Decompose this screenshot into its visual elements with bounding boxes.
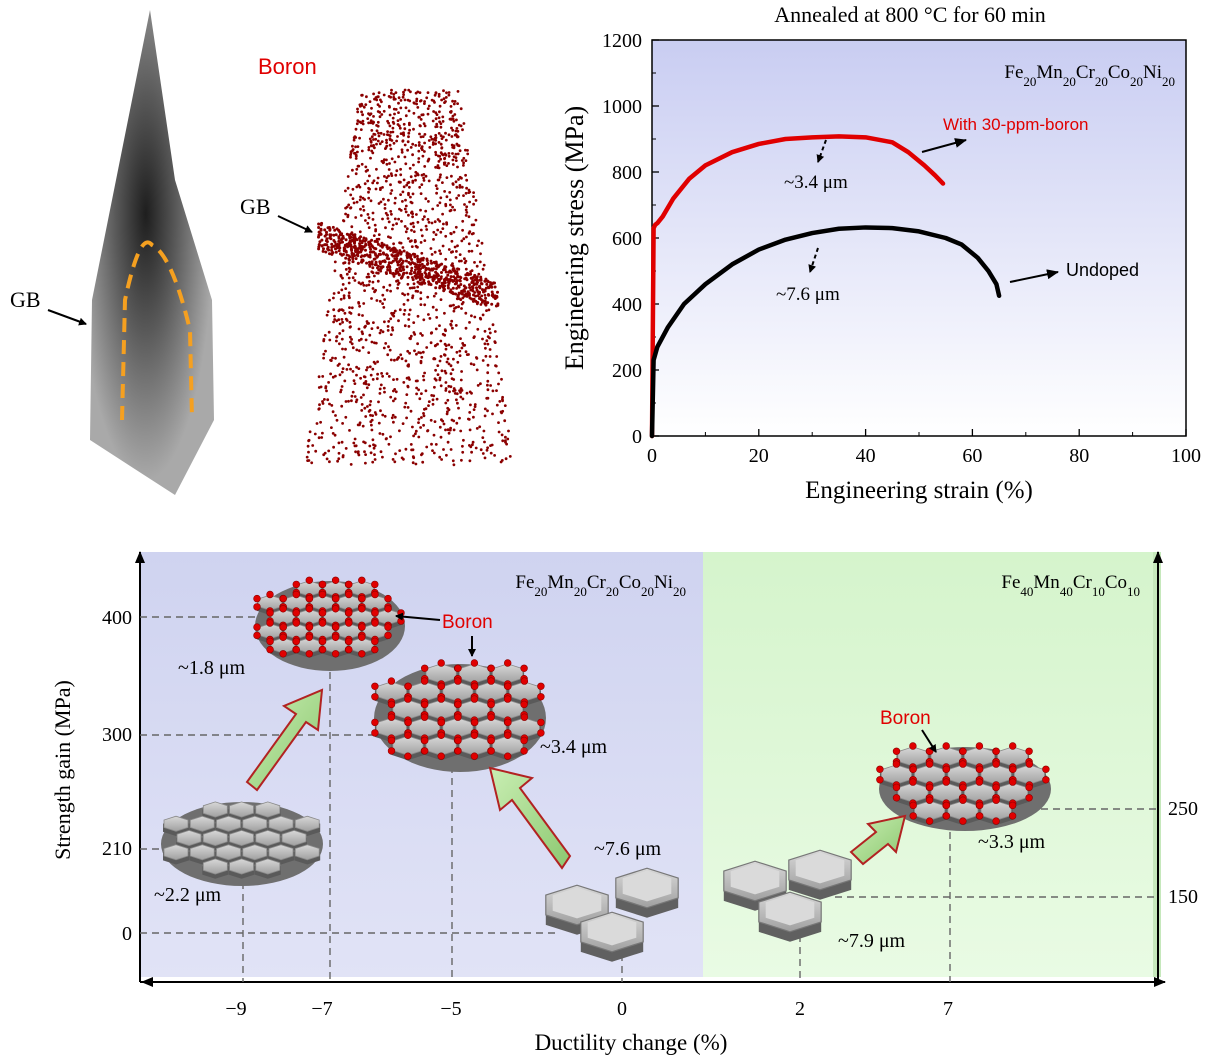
grain-boundary-dashed-curve (120, 240, 194, 421)
y-tick-label: 0 (632, 426, 642, 448)
chart-title: Annealed at 800 °C for 60 min (774, 2, 1046, 27)
alloy-label-left-panel: Fe20Mn20Cr20Co20Ni20 (515, 572, 686, 599)
boron-series-label: With 30-ppm-boron (943, 115, 1089, 134)
undoped-curve (649, 225, 1002, 439)
gb-arrow-left (47, 309, 87, 326)
x-tick-label: 20 (749, 445, 769, 467)
grain-size-2-2: ~2.2 μm (154, 884, 222, 906)
boron-callout-arrow-left (395, 612, 441, 621)
grain-size-3-3: ~3.3 μm (978, 831, 1046, 853)
plot-area (651, 39, 1187, 437)
grain-size-3-4: ~3.4 μm (540, 736, 608, 758)
grain-size-7-9: ~7.9 μm (838, 930, 906, 952)
bottom-axis-ticks: −9 −7 −5 0 2 7 0 210 300 400 150 250 (102, 607, 1198, 1020)
undoped-grain-size: ~7.6 μm (776, 284, 840, 305)
bottom-y-tick-label-right: 250 (1168, 798, 1198, 820)
green-arrow-icon (245, 688, 324, 792)
x-tick-label: 60 (962, 445, 982, 467)
x-tick-label: 0 (647, 445, 657, 467)
bottom-y-axis-label: Strength gain (MPa) (50, 680, 75, 860)
chart-series (649, 134, 1002, 439)
strength-ductility-map: −9 −7 −5 0 2 7 0 210 300 400 150 250 Strength gain … (50, 551, 1198, 1055)
cluster-2-2um (161, 801, 323, 886)
x-tick-label: 100 (1171, 445, 1201, 467)
boron-callout-right: Boron (880, 708, 931, 729)
y-tick-label: 600 (612, 228, 642, 250)
bottom-x-tick-label: −7 (311, 998, 332, 1020)
x-tick-label: 40 (856, 445, 876, 467)
gb-label-left: GB (10, 287, 41, 312)
alloy-label-right-panel: Fe40Mn40Cr10Co10 (1001, 572, 1140, 599)
grain-size-1-8: ~1.8 μm (178, 657, 246, 679)
x-axis-label: Engineering strain (%) (805, 477, 1033, 504)
grain-clusters (161, 576, 1051, 962)
bottom-x-tick-label: −9 (225, 998, 246, 1020)
y-tick-label: 800 (612, 162, 642, 184)
y-tick-label: 1200 (602, 30, 642, 52)
y-tick-label: 200 (612, 360, 642, 382)
boron-grain-arrow (816, 139, 827, 163)
boron-atom-dots (305, 88, 512, 467)
alloy-label-top: Fe20Mn20Cr20Co20Ni20 (1004, 62, 1175, 89)
bottom-x-tick-label: 7 (943, 998, 953, 1020)
boron-series-arrow (921, 138, 967, 153)
x-tick-label: 80 (1069, 445, 1089, 467)
stress-strain-chart: Annealed at 800 °C for 60 min 0 20 40 60 80 1… (560, 2, 1201, 504)
y-tick-label: 400 (612, 294, 642, 316)
cluster-1-8um-boron (253, 576, 405, 671)
boron-callout-arrow-right (921, 729, 937, 753)
green-arrow-icon (849, 814, 907, 866)
bottom-x-tick-label: −5 (440, 998, 461, 1020)
bottom-y-tick-label: 300 (102, 724, 132, 746)
boron-grain-size: ~3.4 μm (784, 172, 848, 193)
boron-atom-map: Boron GB (240, 54, 512, 467)
undoped-series-label: Undoped (1066, 260, 1139, 280)
bottom-y-tick-label: 210 (102, 838, 132, 860)
coarse-grain-7-6um (615, 867, 679, 918)
boron-callout-left: Boron (442, 612, 493, 633)
grain-size-7-6: ~7.6 μm (594, 838, 662, 860)
coarse-grain-7-6um (545, 884, 609, 935)
bottom-y-tick-label-right: 150 (1168, 886, 1198, 908)
boron-map-label: Boron (258, 54, 317, 79)
cluster-3-3um-boron (876, 742, 1051, 831)
gb-label-right: GB (240, 194, 271, 219)
green-arrow-icon (488, 766, 572, 870)
bottom-x-axis-label: Ductility change (%) (535, 1030, 728, 1055)
undoped-series-arrow (1009, 269, 1059, 283)
bottom-x-tick-label: 2 (795, 998, 805, 1020)
apt-tip-reconstruction: GB (10, 10, 214, 495)
coarse-grain-7-6um (580, 911, 644, 962)
boron-doped-curve (649, 134, 946, 439)
bottom-y-tick-label: 400 (102, 607, 132, 629)
gb-arrow-right (277, 215, 313, 233)
bottom-y-tick-label: 0 (122, 923, 132, 945)
cluster-3-4um-boron (371, 659, 546, 772)
y-tick-label: 1000 (602, 96, 642, 118)
apt-tip-shape (90, 10, 214, 495)
coarse-grain-7-9um (758, 891, 822, 942)
bottom-x-tick-label: 0 (617, 998, 627, 1020)
y-axis-label: Engineering stress (MPa) (560, 106, 589, 370)
coarse-grain-7-9um (788, 849, 852, 900)
undoped-grain-arrow (808, 247, 819, 273)
